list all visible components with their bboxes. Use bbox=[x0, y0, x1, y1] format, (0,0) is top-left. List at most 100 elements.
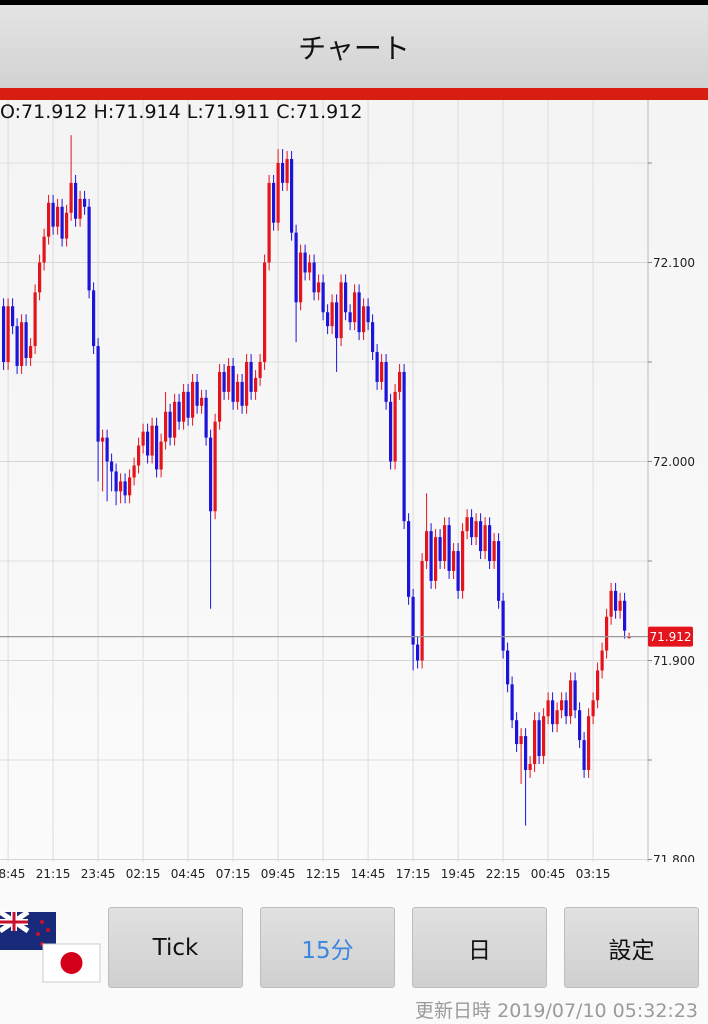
candle-body bbox=[384, 362, 388, 402]
candle-body bbox=[510, 684, 514, 721]
status-bar bbox=[0, 0, 708, 5]
candle-body bbox=[393, 391, 397, 462]
x-tick-label: 02:15 bbox=[126, 867, 161, 881]
candle-body bbox=[461, 531, 465, 591]
candle-body bbox=[573, 680, 577, 711]
candle-body bbox=[600, 650, 604, 671]
candle-body bbox=[132, 465, 136, 478]
candle-body bbox=[159, 441, 163, 470]
x-tick-label: 19:45 bbox=[441, 867, 476, 881]
candle-body bbox=[218, 371, 222, 422]
candle-body bbox=[15, 326, 19, 366]
candle-body bbox=[330, 302, 334, 327]
candle-body bbox=[447, 525, 451, 571]
candle-body bbox=[564, 700, 568, 717]
x-tick-label: 00:45 bbox=[531, 867, 566, 881]
candle-body bbox=[456, 551, 460, 591]
y-tick-label: 72.100 bbox=[653, 256, 695, 270]
candle-body bbox=[65, 212, 69, 239]
candle-body bbox=[20, 322, 24, 366]
ohlc-readout: O:71.912 H:71.914 L:71.911 C:71.912 bbox=[0, 101, 363, 123]
interval-button[interactable]: 15分 bbox=[260, 907, 395, 988]
candle-body bbox=[123, 481, 127, 496]
candle-body bbox=[609, 590, 613, 617]
candle-body bbox=[150, 425, 154, 456]
candle-body bbox=[146, 431, 150, 456]
candle-body bbox=[168, 411, 172, 438]
candle-body bbox=[2, 306, 6, 362]
interval-button[interactable]: Tick bbox=[108, 907, 243, 988]
candle-body bbox=[141, 431, 145, 446]
interval-button[interactable]: 設定 bbox=[564, 907, 699, 988]
candle-body bbox=[195, 381, 199, 406]
candle-body bbox=[11, 306, 15, 327]
candle-body bbox=[110, 461, 114, 472]
candle-body bbox=[294, 232, 298, 303]
candle-body bbox=[321, 282, 325, 313]
candle-body bbox=[29, 346, 33, 359]
candle-body bbox=[551, 700, 555, 725]
candle-body bbox=[429, 531, 433, 581]
candle-body bbox=[425, 531, 429, 561]
candle-body bbox=[38, 262, 42, 293]
candle-body bbox=[465, 517, 469, 532]
chart-background bbox=[0, 100, 708, 885]
candle-body bbox=[434, 537, 438, 581]
candle-body bbox=[60, 206, 64, 239]
candle-body bbox=[560, 700, 564, 711]
update-label: 更新日時 bbox=[415, 1000, 492, 1022]
time-axis-strip bbox=[0, 862, 708, 885]
candle-body bbox=[506, 650, 510, 685]
candle-body bbox=[596, 670, 600, 701]
candle-body bbox=[452, 551, 456, 571]
candle-body bbox=[204, 397, 208, 438]
x-tick-label: 17:15 bbox=[396, 867, 431, 881]
candle-body bbox=[276, 163, 280, 223]
candle-body bbox=[533, 720, 537, 764]
candle-body bbox=[618, 600, 622, 611]
candle-body bbox=[542, 716, 546, 757]
interval-button[interactable]: 日 bbox=[412, 907, 547, 988]
candle-body bbox=[227, 365, 231, 392]
candle-body bbox=[209, 437, 213, 512]
candle-body bbox=[402, 371, 406, 522]
header: チャート bbox=[0, 5, 708, 88]
candle-body bbox=[537, 720, 541, 757]
candle-body bbox=[524, 736, 528, 770]
candle-body bbox=[438, 537, 442, 561]
x-tick-label: 12:15 bbox=[306, 867, 341, 881]
chart: 71.80071.90072.00072.10071.91218:4521:15… bbox=[0, 100, 708, 885]
candle-body bbox=[263, 262, 267, 362]
y-tick-label: 71.900 bbox=[653, 654, 695, 668]
candle-body bbox=[371, 322, 375, 353]
x-tick-label: 09:45 bbox=[261, 867, 296, 881]
candle-body bbox=[591, 700, 595, 717]
candle-body bbox=[6, 306, 10, 362]
candle-body bbox=[200, 397, 204, 406]
candle-body bbox=[173, 401, 177, 438]
candle-body bbox=[389, 401, 393, 462]
candle-body bbox=[177, 401, 181, 422]
x-tick-label: 18:45 bbox=[0, 867, 25, 881]
x-tick-label: 14:45 bbox=[351, 867, 386, 881]
candle-body bbox=[479, 521, 483, 552]
candle-body bbox=[164, 411, 168, 442]
candle-body bbox=[42, 236, 46, 263]
candle-body bbox=[483, 525, 487, 552]
last-price-badge bbox=[648, 626, 693, 647]
candle-body bbox=[326, 312, 330, 327]
candle-body bbox=[245, 362, 249, 406]
candle-body bbox=[96, 346, 100, 442]
candle-body bbox=[92, 290, 96, 347]
last-price-label: 71.912 bbox=[650, 630, 692, 644]
candle-body bbox=[267, 182, 271, 263]
candle-body bbox=[24, 322, 28, 359]
candle-body bbox=[555, 710, 559, 725]
candle-body bbox=[501, 600, 505, 651]
candle-body bbox=[348, 312, 352, 323]
candle-body bbox=[47, 202, 51, 237]
candle-body bbox=[416, 644, 420, 661]
candle-body bbox=[569, 680, 573, 717]
candle-body bbox=[312, 262, 316, 293]
candle-body bbox=[614, 590, 618, 611]
